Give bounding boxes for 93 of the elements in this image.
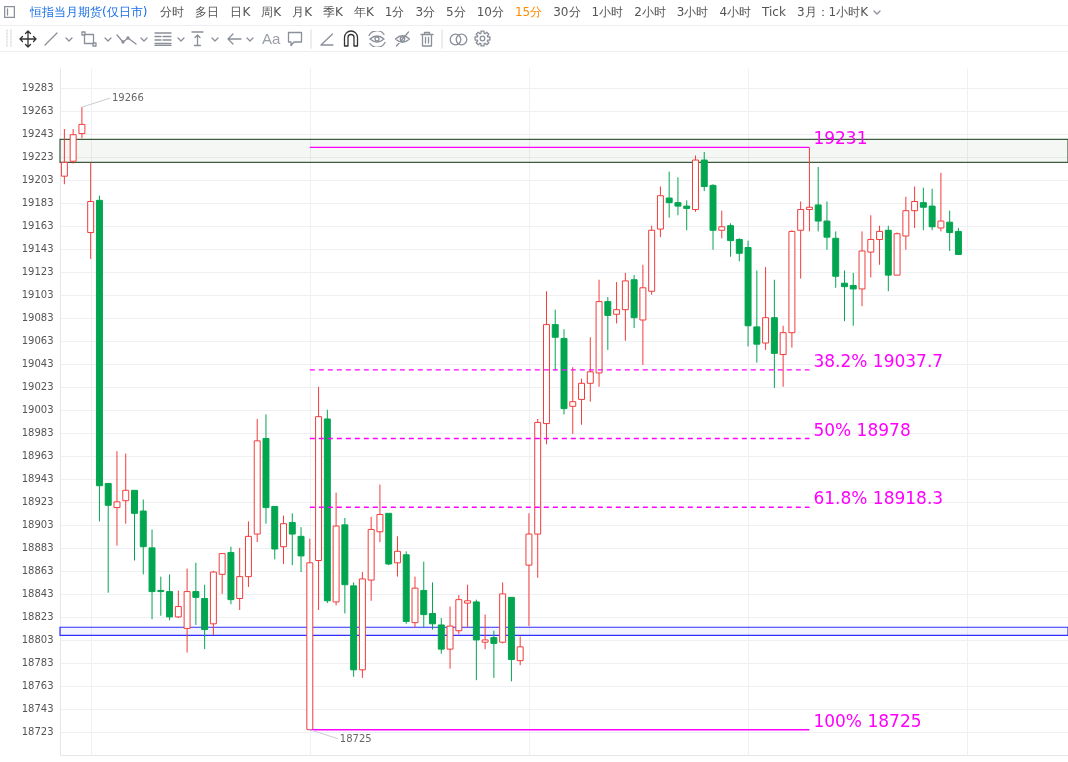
candlestick bbox=[613, 281, 621, 324]
text: 1小时 bbox=[591, 5, 624, 19]
candlestick bbox=[797, 200, 805, 280]
candlestick bbox=[911, 186, 919, 229]
candlestick bbox=[841, 270, 848, 322]
candlestick bbox=[236, 547, 244, 611]
ref-line-label: 38.2% 19037.7 bbox=[813, 350, 944, 371]
candlestick bbox=[919, 187, 927, 231]
y-tick-label: 18803 bbox=[21, 634, 54, 646]
text: 4小时 bbox=[719, 5, 752, 19]
text: 3分 bbox=[415, 5, 436, 19]
text: Aa bbox=[262, 30, 281, 47]
y-tick-label: 19263 bbox=[21, 105, 54, 117]
y-tick-label: 18883 bbox=[21, 542, 54, 554]
y-tick-label: 19143 bbox=[21, 243, 54, 255]
y-tick-label: 19223 bbox=[21, 151, 54, 163]
y-tick-label: 19283 bbox=[21, 82, 54, 94]
candlestick bbox=[569, 366, 577, 435]
y-tick-label: 19023 bbox=[21, 381, 54, 393]
candlestick bbox=[429, 581, 436, 631]
candlestick bbox=[718, 210, 726, 239]
ref-line-label: 50% 18978 bbox=[813, 419, 911, 440]
candlestick bbox=[849, 272, 857, 327]
y-tick-label: 18783 bbox=[21, 657, 54, 669]
candlestick bbox=[464, 584, 472, 628]
y-tick-label: 19043 bbox=[21, 358, 54, 370]
text: 15分 bbox=[514, 5, 543, 19]
y-tick-label: 19203 bbox=[21, 174, 54, 186]
y-tick-label: 19243 bbox=[21, 128, 54, 140]
candlestick bbox=[131, 489, 138, 562]
y-tick-label: 19123 bbox=[21, 266, 54, 278]
candlestick bbox=[104, 482, 112, 594]
y-tick-label: 18723 bbox=[21, 726, 54, 738]
candlestick bbox=[218, 553, 226, 595]
candlestick bbox=[946, 210, 954, 252]
y-tick-label: 18943 bbox=[21, 473, 54, 485]
candlestick bbox=[297, 526, 305, 573]
y-tick-label: 18763 bbox=[21, 680, 54, 692]
candlestick bbox=[490, 630, 498, 679]
candlestick bbox=[280, 515, 287, 565]
text: 2小时 bbox=[634, 5, 666, 19]
candlestick bbox=[954, 227, 962, 255]
candlestick bbox=[113, 450, 121, 547]
candlestick bbox=[578, 378, 586, 426]
y-tick-label: 18823 bbox=[21, 611, 54, 623]
chart-title: 恒指当月期货(仅日市) bbox=[30, 5, 148, 19]
text: 日K bbox=[230, 5, 251, 19]
y-tick-label: 19083 bbox=[21, 312, 54, 324]
candlestick bbox=[551, 309, 559, 372]
text: 10分 bbox=[476, 5, 504, 19]
candlestick bbox=[805, 146, 813, 232]
y-tick-label: 19163 bbox=[21, 220, 54, 232]
candlestick bbox=[481, 614, 489, 650]
text: 季K bbox=[323, 5, 343, 19]
text: 30分 bbox=[553, 5, 581, 19]
candlestick bbox=[288, 512, 296, 566]
y-tick-label: 19183 bbox=[21, 197, 54, 209]
text: 分时 bbox=[160, 5, 185, 19]
text: 3月：1小时K bbox=[796, 5, 869, 19]
text: 3小时 bbox=[676, 5, 709, 19]
candlestick bbox=[516, 635, 524, 666]
text: 5分 bbox=[446, 5, 466, 19]
candlestick bbox=[393, 535, 401, 578]
y-tick-label: 18743 bbox=[21, 703, 54, 715]
annotation: 19266 bbox=[111, 92, 144, 104]
text: 月K bbox=[292, 5, 312, 19]
text: 年K bbox=[353, 5, 374, 19]
candlestick bbox=[192, 562, 200, 626]
y-tick-label: 18983 bbox=[21, 427, 54, 439]
y-tick-label: 18863 bbox=[21, 565, 54, 577]
y-tick-label: 18923 bbox=[21, 496, 54, 508]
y-tick-label: 19003 bbox=[21, 404, 54, 416]
candlestick bbox=[727, 222, 735, 258]
ref-line-label: 100% 18725 bbox=[813, 710, 922, 731]
candlestick bbox=[78, 106, 86, 139]
y-tick-label: 19063 bbox=[21, 335, 54, 347]
candlestick bbox=[60, 128, 68, 185]
text: 1分 bbox=[384, 5, 405, 19]
y-tick-label: 19103 bbox=[21, 289, 54, 301]
y-tick-label: 18903 bbox=[21, 519, 54, 531]
y-tick-label: 18843 bbox=[21, 588, 54, 600]
candlestick bbox=[937, 172, 945, 232]
candlestick bbox=[876, 225, 884, 266]
candlestick bbox=[753, 270, 761, 364]
ref-line-label: 61.8% 18918.3 bbox=[813, 488, 944, 509]
candlestick bbox=[928, 188, 936, 231]
y-tick-label: 18963 bbox=[21, 450, 54, 462]
candlestick bbox=[122, 453, 130, 525]
annotation: 18725 bbox=[339, 732, 372, 744]
text: 多日 bbox=[195, 5, 220, 19]
text: Tick bbox=[762, 5, 786, 19]
text: 周K bbox=[261, 5, 282, 19]
candlestick bbox=[604, 296, 612, 351]
